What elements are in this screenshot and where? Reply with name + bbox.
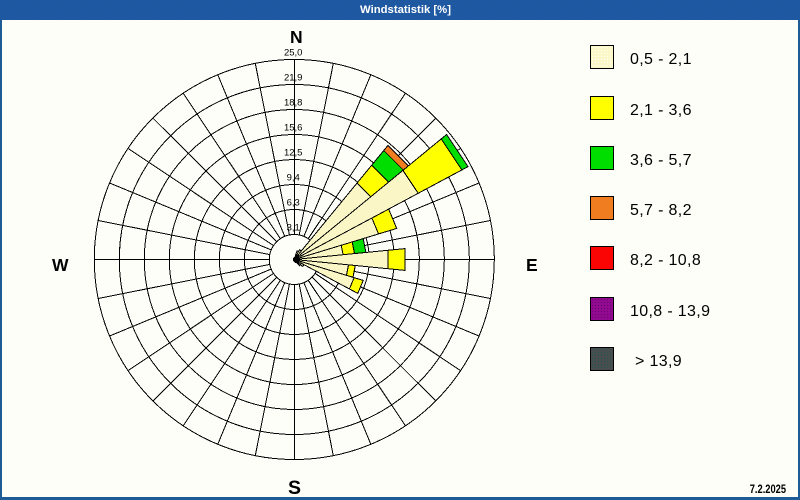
svg-text:3,1: 3,1 [287, 223, 300, 234]
svg-text:15,6: 15,6 [284, 123, 303, 134]
svg-text:6,3: 6,3 [287, 198, 300, 209]
svg-text:12,5: 12,5 [284, 148, 303, 159]
svg-text:9,4: 9,4 [287, 173, 300, 184]
svg-text:21,9: 21,9 [284, 73, 303, 84]
svg-text:18,8: 18,8 [284, 98, 303, 109]
svg-text:25,0: 25,0 [284, 48, 303, 59]
